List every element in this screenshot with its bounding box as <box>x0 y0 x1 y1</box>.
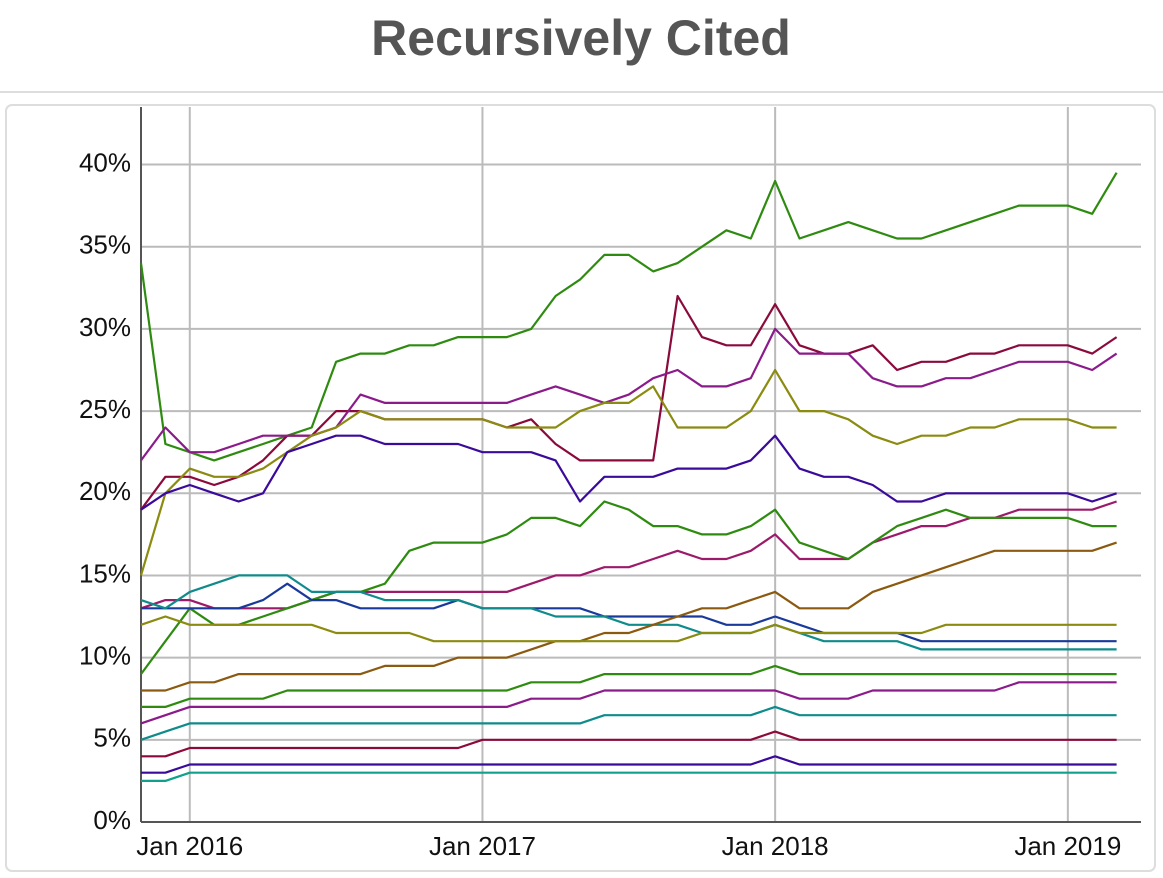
x-tick-label: Jan 2017 <box>429 831 536 861</box>
series-line <box>140 574 1117 651</box>
series-line <box>140 500 1117 675</box>
y-tick-label: 40% <box>79 147 131 177</box>
series-line <box>139 172 1118 462</box>
y-tick-label: 0% <box>93 805 131 835</box>
x-tick-label: Jan 2019 <box>1014 831 1121 861</box>
y-tick-label: 35% <box>79 230 131 260</box>
chart-title: Recursively Cited <box>371 10 791 66</box>
series-line <box>141 664 1117 708</box>
x-tick-label: Jan 2016 <box>136 831 243 861</box>
y-tick-label: 10% <box>79 641 131 671</box>
y-tick-label: 5% <box>93 723 131 753</box>
y-tick-label: 20% <box>79 476 131 506</box>
series-line <box>141 541 1117 692</box>
series-line <box>141 771 1117 782</box>
series-line <box>140 327 1118 462</box>
series-line <box>140 681 1117 725</box>
series-line <box>141 730 1117 758</box>
y-tick-label: 15% <box>79 558 131 588</box>
chart-panel <box>5 104 1156 872</box>
series-line <box>140 705 1117 741</box>
y-tick-label: 30% <box>79 312 131 342</box>
x-tick-label: Jan 2018 <box>722 831 829 861</box>
series-line <box>141 755 1117 774</box>
series-line <box>139 368 1117 576</box>
series-line <box>141 582 1117 643</box>
y-tick-label: 25% <box>79 394 131 424</box>
series-line <box>140 615 1117 643</box>
series-line <box>140 434 1117 511</box>
